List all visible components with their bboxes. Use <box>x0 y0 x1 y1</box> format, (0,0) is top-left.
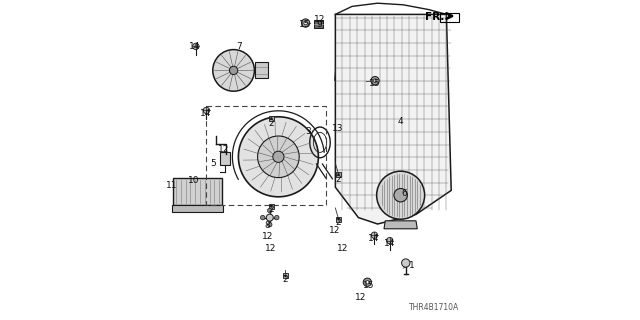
Circle shape <box>394 188 408 202</box>
Text: THR4B1710A: THR4B1710A <box>409 303 460 312</box>
Bar <box>220 152 230 165</box>
Circle shape <box>193 43 199 50</box>
Text: 14: 14 <box>368 234 379 243</box>
Text: 2: 2 <box>269 205 274 214</box>
Bar <box>336 172 341 177</box>
Text: 11: 11 <box>166 181 178 190</box>
Circle shape <box>364 278 372 286</box>
Circle shape <box>270 117 273 120</box>
Circle shape <box>365 281 369 284</box>
Circle shape <box>212 50 255 91</box>
Circle shape <box>273 151 284 163</box>
Circle shape <box>376 171 425 219</box>
Text: 12: 12 <box>329 226 340 235</box>
Text: 2: 2 <box>269 119 274 128</box>
Circle shape <box>284 275 287 277</box>
Bar <box>269 204 274 209</box>
Polygon shape <box>335 14 451 224</box>
Text: 2: 2 <box>336 175 341 184</box>
Text: 13: 13 <box>332 124 343 132</box>
Text: 2: 2 <box>283 276 288 284</box>
Circle shape <box>371 76 380 85</box>
Bar <box>336 217 341 222</box>
Text: 10: 10 <box>188 176 199 185</box>
Circle shape <box>373 79 377 82</box>
Bar <box>172 205 223 212</box>
Circle shape <box>275 215 279 220</box>
Circle shape <box>301 19 310 27</box>
Bar <box>269 116 274 121</box>
Bar <box>283 273 288 278</box>
Text: 12: 12 <box>355 293 367 302</box>
Circle shape <box>266 214 273 221</box>
Text: 2: 2 <box>336 218 341 227</box>
Circle shape <box>337 173 340 176</box>
Circle shape <box>268 222 272 227</box>
Text: 12: 12 <box>314 15 325 24</box>
Text: 7: 7 <box>237 42 242 51</box>
Circle shape <box>260 215 265 220</box>
Text: 14: 14 <box>200 109 211 118</box>
Circle shape <box>268 208 272 213</box>
Text: 12: 12 <box>262 232 273 241</box>
Text: 1: 1 <box>409 261 415 270</box>
Text: 12: 12 <box>337 244 349 252</box>
Text: 12: 12 <box>218 145 230 154</box>
Circle shape <box>204 107 210 114</box>
Text: 12: 12 <box>265 244 276 252</box>
Text: 4: 4 <box>397 117 403 126</box>
Text: FR.: FR. <box>425 12 444 22</box>
Circle shape <box>230 66 238 75</box>
Bar <box>314 20 323 28</box>
Text: 15: 15 <box>299 20 310 28</box>
Circle shape <box>270 205 273 208</box>
Circle shape <box>304 21 307 25</box>
Text: 8: 8 <box>264 221 270 230</box>
Text: 6: 6 <box>401 189 406 198</box>
Bar <box>206 106 326 205</box>
Circle shape <box>387 237 393 244</box>
Text: 15: 15 <box>369 79 381 88</box>
Bar <box>255 62 268 78</box>
Circle shape <box>337 218 340 220</box>
Text: 5: 5 <box>210 159 216 168</box>
Text: 3: 3 <box>305 127 310 136</box>
Circle shape <box>402 259 410 267</box>
Bar <box>173 178 223 205</box>
Circle shape <box>257 136 300 178</box>
Bar <box>440 13 460 22</box>
Text: 14: 14 <box>384 239 396 248</box>
Text: 14: 14 <box>189 42 200 51</box>
Text: 9: 9 <box>317 20 322 29</box>
Polygon shape <box>384 221 417 229</box>
Circle shape <box>238 117 319 197</box>
Text: 15: 15 <box>363 281 374 290</box>
Circle shape <box>371 232 378 238</box>
